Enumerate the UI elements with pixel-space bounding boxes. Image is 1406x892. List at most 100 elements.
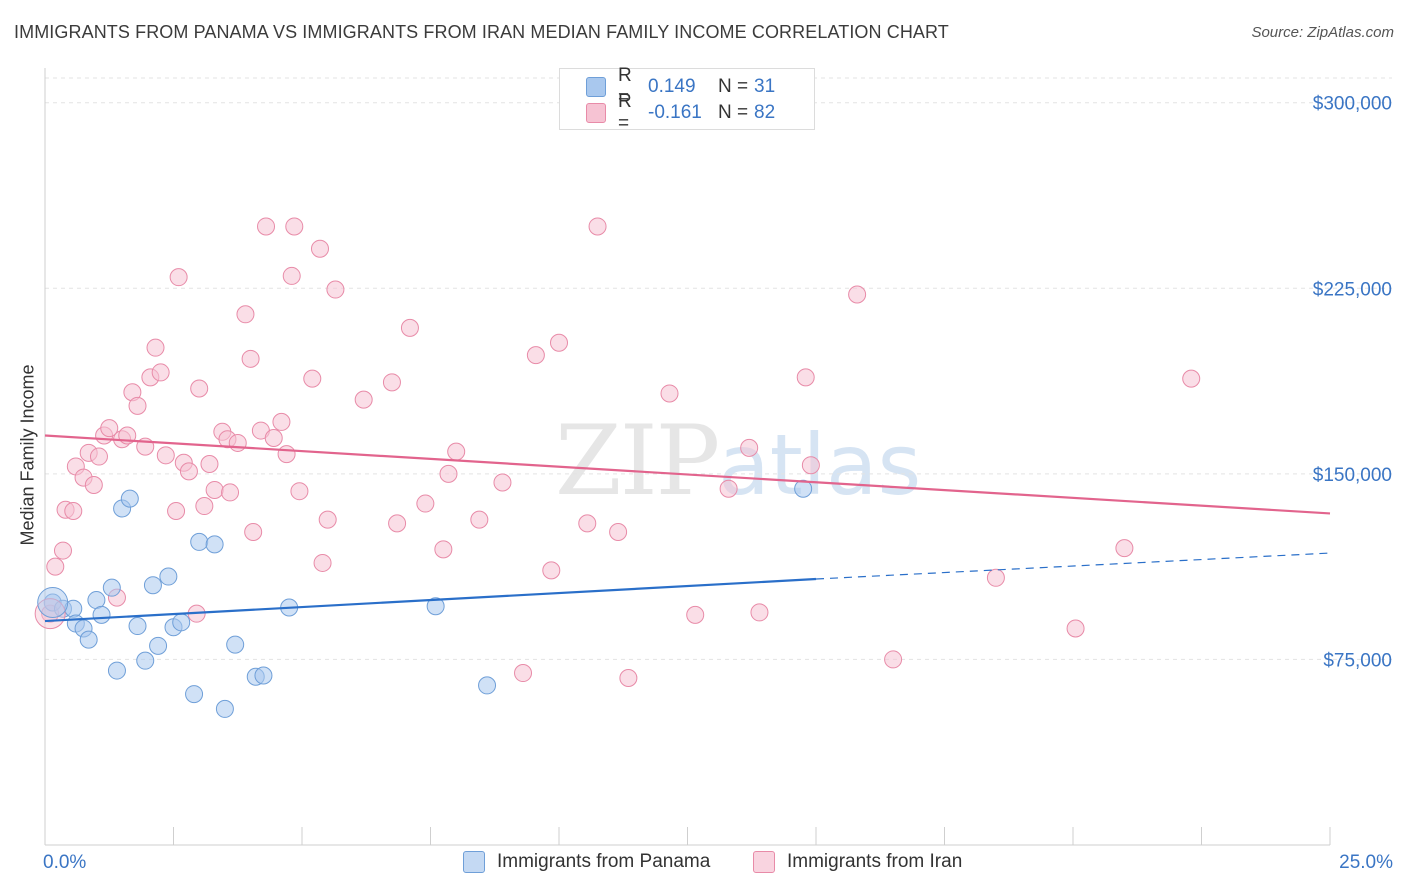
iran-point bbox=[272, 412, 291, 431]
panama-point bbox=[143, 576, 162, 595]
panama-point bbox=[136, 651, 155, 670]
iran-point bbox=[244, 523, 263, 542]
iran-point bbox=[156, 446, 175, 465]
iran-point bbox=[750, 603, 769, 622]
watermark: ZIPatlas bbox=[555, 405, 921, 517]
panama-point bbox=[254, 666, 273, 685]
legend-n-value: 82 bbox=[754, 102, 776, 123]
iran-point bbox=[550, 333, 568, 352]
iran-point bbox=[434, 540, 453, 559]
iran-point bbox=[588, 217, 607, 236]
iran-point bbox=[303, 369, 322, 388]
iran-point bbox=[619, 668, 638, 687]
y-tick-label: $75,000 bbox=[1323, 650, 1392, 671]
iran-point bbox=[609, 523, 628, 542]
iran-point bbox=[282, 266, 301, 285]
iran-point bbox=[326, 280, 345, 299]
iran-point bbox=[986, 568, 1005, 587]
y-tick-label: $150,000 bbox=[1313, 465, 1392, 486]
panama-point bbox=[426, 597, 445, 616]
iran-point bbox=[257, 217, 276, 236]
iran-point bbox=[318, 510, 337, 529]
iran-point bbox=[200, 454, 219, 473]
panama-point bbox=[172, 613, 191, 632]
iran-point bbox=[89, 447, 108, 466]
legend-n-value: 31 bbox=[754, 76, 776, 97]
legend-r-label: R = bbox=[618, 65, 632, 108]
iran-point bbox=[53, 541, 72, 560]
iran-point bbox=[195, 497, 214, 516]
series-swatch-panama bbox=[463, 851, 485, 873]
iran-point bbox=[801, 456, 820, 475]
iran-point bbox=[241, 349, 260, 368]
y-tick-label: $225,000 bbox=[1313, 279, 1392, 300]
legend-row-panama: R = 0.149 N = 31 bbox=[586, 65, 776, 108]
iran-point bbox=[400, 318, 419, 337]
iran-point bbox=[221, 483, 240, 502]
iran-point bbox=[310, 239, 329, 258]
iran-point bbox=[46, 557, 65, 576]
iran-point bbox=[354, 390, 373, 409]
panama-point bbox=[107, 661, 126, 680]
iran-point bbox=[884, 650, 903, 669]
iran-point bbox=[439, 464, 458, 483]
iran-point bbox=[64, 501, 83, 520]
iran-point bbox=[151, 363, 170, 382]
legend-r-label: R = bbox=[618, 91, 632, 134]
legend-n-label: N = bbox=[718, 76, 749, 97]
panama-point bbox=[794, 479, 813, 498]
series-legend-iran: Immigrants from Iran bbox=[753, 851, 962, 873]
panama-point bbox=[226, 635, 245, 654]
iran-point bbox=[205, 480, 224, 499]
panama-point bbox=[120, 489, 139, 508]
iran-point bbox=[388, 514, 407, 533]
iran-point bbox=[526, 346, 545, 365]
iran-point bbox=[719, 479, 738, 498]
iran-point bbox=[285, 217, 304, 236]
iran-point bbox=[179, 462, 198, 481]
iran-point bbox=[416, 494, 435, 513]
legend-n-label: N = bbox=[718, 102, 749, 123]
iran-point bbox=[313, 553, 332, 572]
legend-row-iran: R = -0.161 N = 82 bbox=[586, 91, 776, 134]
iran-point bbox=[382, 373, 401, 392]
panama-point bbox=[190, 532, 209, 551]
panama-point bbox=[185, 685, 204, 704]
iran-point bbox=[290, 482, 309, 501]
iran-trend-line bbox=[44, 434, 1331, 515]
watermark-zip: ZIP bbox=[555, 405, 720, 517]
panama-cluster-point bbox=[37, 587, 69, 619]
series-label-panama: Immigrants from Panama bbox=[497, 851, 711, 872]
series-label-iran: Immigrants from Iran bbox=[787, 851, 963, 872]
legend-swatch-iran bbox=[586, 103, 606, 123]
iran-point bbox=[1066, 619, 1085, 638]
iran-point bbox=[578, 514, 597, 533]
panama-point bbox=[79, 630, 98, 649]
y-axis-label: Median Family Income bbox=[17, 364, 38, 546]
iran-point bbox=[470, 510, 489, 529]
series-legend: Immigrants from Panama Immigrants from I… bbox=[0, 851, 1406, 877]
iran-point bbox=[447, 442, 466, 461]
panama-point bbox=[159, 567, 178, 586]
iran-point bbox=[264, 428, 283, 447]
iran-point bbox=[514, 664, 533, 683]
iran-point bbox=[740, 438, 759, 457]
chart-source: Source: ZipAtlas.com bbox=[1251, 24, 1394, 41]
iran-point bbox=[190, 379, 209, 398]
panama-point bbox=[478, 676, 497, 695]
iran-point bbox=[100, 419, 119, 438]
iran-point bbox=[167, 501, 186, 520]
panama-trend-line bbox=[44, 577, 817, 623]
series-swatch-iran bbox=[753, 851, 775, 873]
panama-point bbox=[205, 535, 224, 554]
legend-r-value: -0.161 bbox=[648, 102, 702, 123]
iran-point bbox=[493, 473, 512, 492]
panama-point bbox=[215, 699, 234, 718]
y-tick-label: $300,000 bbox=[1313, 94, 1392, 115]
legend-swatch-panama bbox=[586, 77, 606, 97]
iran-point bbox=[236, 305, 255, 324]
iran-point bbox=[228, 433, 247, 452]
panama-point bbox=[149, 636, 168, 655]
iran-point bbox=[848, 285, 867, 304]
